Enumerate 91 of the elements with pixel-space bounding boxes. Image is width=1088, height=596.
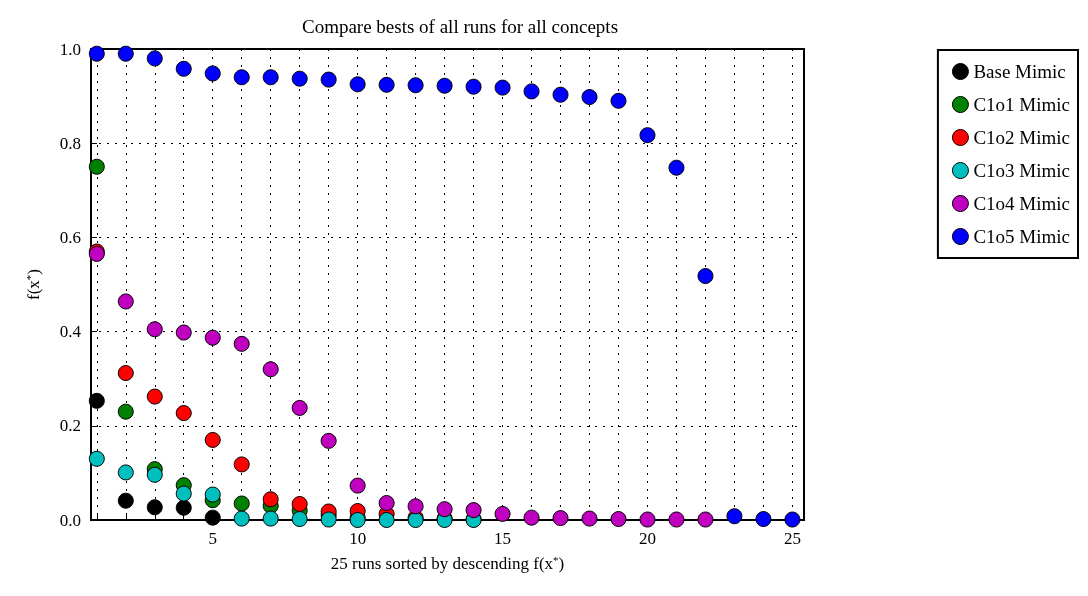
point: [233, 456, 250, 473]
point: [436, 77, 453, 94]
x-tick-label: 15: [494, 529, 512, 548]
point: [494, 79, 511, 96]
legend-label: Base Mimic: [973, 61, 1066, 82]
point: [465, 502, 482, 519]
x-tick-label: 25: [783, 529, 801, 548]
point: [117, 403, 134, 420]
point: [349, 76, 366, 93]
legend-label: C1o1 Mimic: [973, 94, 1071, 115]
y-tick-label: 0.0: [59, 510, 81, 530]
point: [117, 492, 134, 509]
point: [117, 365, 134, 382]
point: [262, 361, 279, 378]
point: [581, 510, 598, 527]
point: [407, 77, 424, 94]
chart-title: Compare bests of all runs for all concepts: [301, 16, 619, 37]
point: [610, 511, 627, 528]
legend-label: C1o3 Mimic: [973, 160, 1071, 181]
legend-label: C1o4 Mimic: [973, 193, 1071, 214]
point: [233, 335, 250, 352]
point: [146, 499, 163, 516]
point: [88, 158, 105, 175]
y-axis-title: f(x*): [23, 269, 43, 300]
x-axis-title: 25 runs sorted by descending f(x*): [330, 553, 565, 573]
point: [146, 388, 163, 405]
point: [378, 76, 395, 93]
point: [291, 495, 308, 512]
point: [668, 159, 685, 176]
point: [291, 399, 308, 416]
point: [175, 499, 192, 516]
point: [784, 511, 801, 528]
point: [436, 501, 453, 518]
point: [175, 485, 192, 502]
point: [233, 495, 250, 512]
y-tick-label: 0.4: [59, 322, 82, 342]
point: [697, 511, 714, 528]
point: [146, 321, 163, 338]
y-tick-label: 1.0: [59, 39, 81, 59]
point: [494, 505, 511, 522]
x-tick-label: 5: [208, 529, 217, 548]
point: [146, 50, 163, 67]
point: [262, 491, 279, 508]
point: [204, 329, 221, 346]
point: [291, 70, 308, 87]
point: [175, 324, 192, 341]
point: [262, 510, 279, 527]
point: [610, 92, 627, 109]
y-tick-label: 0.2: [59, 416, 81, 436]
point: [407, 498, 424, 515]
point: [117, 45, 134, 62]
point: [175, 60, 192, 77]
point: [88, 45, 105, 62]
point: [349, 477, 366, 494]
point: [117, 293, 134, 310]
point: [726, 508, 743, 525]
point: [378, 495, 395, 512]
point: [668, 511, 685, 528]
point: [552, 510, 569, 527]
point: [88, 392, 105, 409]
point: [378, 512, 395, 528]
point: [146, 466, 163, 483]
legend-label: C1o5 Mimic: [973, 226, 1071, 247]
legend-label: C1o2 Mimic: [973, 127, 1071, 148]
y-tick-label: 0.8: [59, 133, 81, 153]
point: [291, 511, 308, 528]
point: [204, 431, 221, 448]
point: [262, 69, 279, 86]
point: [175, 405, 192, 422]
point: [204, 486, 221, 503]
point: [117, 464, 134, 481]
point: [581, 89, 598, 106]
point: [639, 127, 656, 144]
point: [233, 69, 250, 86]
point: [523, 509, 540, 526]
point: [552, 86, 569, 103]
x-tick-label: 20: [638, 529, 656, 548]
y-tick-label: 0.6: [59, 227, 81, 247]
point: [320, 511, 337, 528]
point: [88, 450, 105, 467]
point: [320, 432, 337, 449]
point: [639, 511, 656, 528]
point: [204, 65, 221, 82]
point: [233, 510, 250, 527]
x-tick-label: 10: [349, 529, 367, 548]
point: [204, 509, 221, 526]
point: [320, 71, 337, 88]
point: [697, 268, 714, 285]
point: [523, 83, 540, 100]
point: [755, 511, 772, 528]
point: [465, 78, 482, 95]
